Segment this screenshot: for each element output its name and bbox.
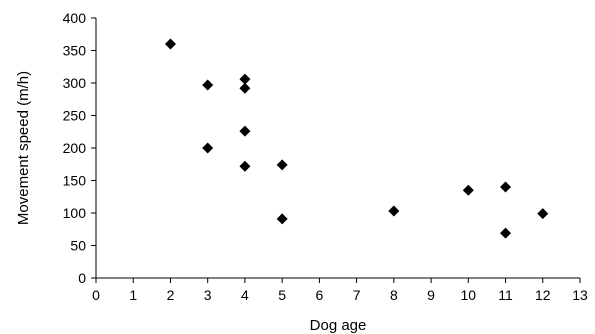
y-tick-label: 50 bbox=[70, 238, 86, 254]
x-tick-label: 3 bbox=[204, 287, 212, 303]
x-tick-label: 2 bbox=[167, 287, 175, 303]
y-axis-title: Movement speed (m/h) bbox=[15, 71, 32, 225]
data-point bbox=[500, 227, 512, 239]
y-tick-label: 100 bbox=[63, 205, 87, 221]
x-tick-label: 8 bbox=[390, 287, 398, 303]
x-tick-label: 1 bbox=[129, 287, 137, 303]
data-point bbox=[462, 184, 474, 196]
y-tick-label: 250 bbox=[63, 108, 87, 124]
x-axis-title: Dog age bbox=[310, 317, 367, 334]
y-tick-label: 150 bbox=[63, 173, 87, 189]
y-tick-label: 400 bbox=[63, 10, 87, 26]
data-point bbox=[239, 82, 251, 94]
x-tick-label: 11 bbox=[498, 287, 513, 303]
x-tick-label: 5 bbox=[278, 287, 286, 303]
ticks: 0 1 2 3 4 5 6 7 8 9 10 11 12 130501001502002503003504… bbox=[63, 10, 588, 303]
y-tick-label: 350 bbox=[63, 43, 87, 59]
x-tick-label: 6 bbox=[315, 287, 323, 303]
x-tick-label: 10 bbox=[461, 287, 477, 303]
data-point bbox=[388, 205, 400, 217]
data-point bbox=[239, 125, 251, 137]
data-point bbox=[537, 208, 549, 220]
y-tick-label: 300 bbox=[63, 75, 87, 91]
data-point bbox=[202, 79, 214, 91]
y-tick-label: 0 bbox=[78, 270, 86, 286]
x-tick-label: 13 bbox=[572, 287, 588, 303]
x-tick-label: 12 bbox=[535, 287, 551, 303]
axes bbox=[95, 18, 580, 279]
data-point bbox=[276, 159, 288, 171]
data-point bbox=[239, 160, 251, 172]
x-tick-label: 9 bbox=[427, 287, 435, 303]
y-tick-label: 200 bbox=[63, 140, 87, 156]
data-point bbox=[239, 73, 251, 85]
data-point bbox=[500, 181, 512, 193]
x-tick-label: 7 bbox=[353, 287, 361, 303]
data-point bbox=[164, 38, 176, 50]
data-point bbox=[276, 213, 288, 225]
data-point bbox=[202, 142, 214, 154]
data-points bbox=[164, 38, 549, 239]
x-tick-label: 4 bbox=[241, 287, 249, 303]
x-tick-label: 0 bbox=[92, 287, 100, 303]
